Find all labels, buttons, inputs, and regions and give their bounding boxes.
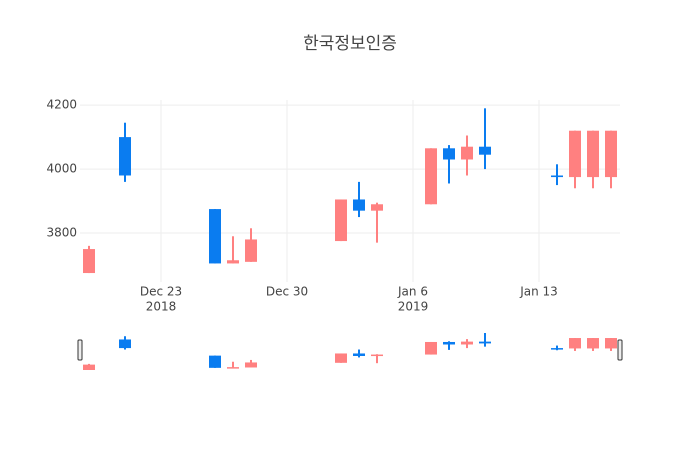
slider-candle-body	[587, 338, 599, 349]
candle-body	[245, 239, 257, 262]
range-slider[interactable]	[80, 328, 620, 374]
candle-body	[83, 249, 95, 274]
slider-candle-body	[245, 362, 257, 368]
slider-candle-body	[227, 367, 239, 369]
chart-title: 한국정보인증	[303, 34, 397, 54]
candle-body	[605, 130, 617, 178]
slider-candle-body	[605, 338, 617, 349]
slider-handle[interactable]	[617, 339, 623, 361]
candle-body	[371, 204, 383, 211]
x-tick-label: Jan 13	[519, 285, 558, 299]
candle-body	[119, 137, 131, 176]
candle-body	[209, 209, 221, 264]
candle-body	[551, 175, 563, 178]
candle-body	[227, 260, 239, 264]
y-tick-label: 4000	[46, 162, 77, 176]
slider-candle-body	[371, 354, 383, 357]
x-tick-label: Jan 6	[397, 285, 428, 299]
candle-body	[335, 199, 347, 242]
slider-candle-body	[461, 341, 473, 345]
x-tick-label: Dec 30	[266, 285, 308, 299]
candle-body	[353, 199, 365, 211]
candle-body	[587, 130, 599, 178]
slider-candle-body	[425, 341, 437, 355]
candle-body	[443, 148, 455, 160]
slider-candle-body	[353, 353, 365, 356]
slider-handle[interactable]	[77, 339, 83, 361]
slider-candle-body	[551, 348, 563, 350]
slider-candle-body	[443, 341, 455, 345]
slider-candle-body	[209, 355, 221, 368]
candle-body	[461, 146, 473, 160]
slider-candle-body	[119, 339, 131, 349]
x-tick-year: 2018	[146, 300, 177, 314]
slider-candle-body	[569, 338, 581, 349]
candle-body	[425, 148, 437, 205]
x-tick-year: 2019	[398, 300, 429, 314]
candle-body	[569, 130, 581, 178]
slider-candle-body	[335, 353, 347, 363]
y-tick-label: 3800	[46, 226, 77, 240]
candle-body	[479, 146, 491, 155]
y-tick-label: 4200	[46, 98, 77, 112]
slider-candle-body	[479, 341, 491, 344]
x-tick-label: Dec 23	[140, 285, 182, 299]
slider-candle-body	[83, 364, 95, 370]
